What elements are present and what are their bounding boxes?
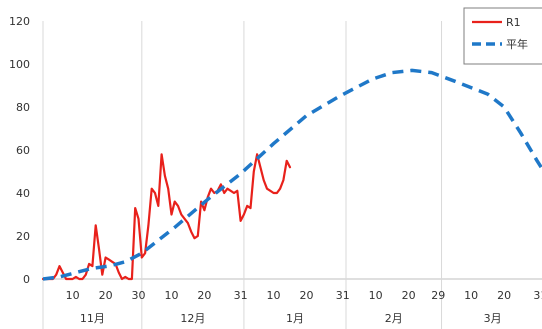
x-day-label: 10: [267, 289, 281, 302]
x-day-label: 20: [402, 289, 416, 302]
x-day-label: 10: [66, 289, 80, 302]
x-day-label: 31: [533, 289, 542, 302]
legend-label-0: R1: [506, 16, 521, 29]
series-line-normal: [42, 68, 542, 281]
y-tick-label: 0: [23, 273, 30, 286]
x-day-label: 10: [164, 289, 178, 302]
x-day-label: 10: [369, 289, 383, 302]
x-day-label: 30: [132, 289, 146, 302]
series-line-r1: [41, 153, 292, 281]
y-tick-label: 60: [16, 144, 30, 157]
y-tick-label: 40: [16, 187, 30, 200]
x-day-label: 31: [234, 289, 248, 302]
x-month-label: 3月: [484, 312, 502, 325]
y-tick-label: 100: [9, 58, 30, 71]
x-month-label: 2月: [385, 312, 403, 325]
x-day-label: 20: [197, 289, 211, 302]
legend-box: [463, 7, 542, 65]
y-tick-label: 120: [9, 15, 30, 28]
x-day-label: 20: [99, 289, 113, 302]
x-day-label: 31: [336, 289, 350, 302]
legend-label-1: 平年: [506, 37, 528, 51]
x-day-label: 29: [431, 289, 445, 302]
x-month-label: 11月: [80, 312, 105, 325]
x-day-label: 20: [497, 289, 511, 302]
y-tick-label: 20: [16, 230, 30, 243]
y-tick-label: 80: [16, 101, 30, 114]
x-month-label: 12月: [180, 312, 205, 325]
x-month-label: 1月: [286, 312, 304, 325]
x-day-label: 10: [464, 289, 478, 302]
x-day-label: 20: [299, 289, 313, 302]
